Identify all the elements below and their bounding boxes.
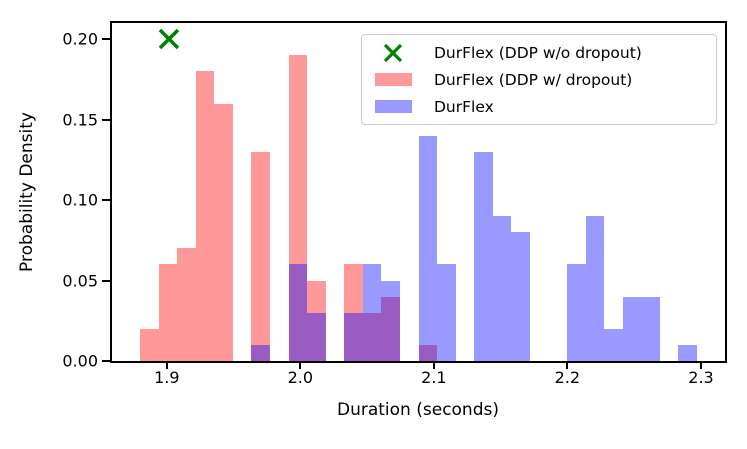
histogram-bar-red bbox=[251, 151, 270, 361]
x-tick-label: 2.0 bbox=[287, 368, 314, 387]
y-tick-label: 0.05 bbox=[62, 271, 98, 290]
legend: DurFlex (DDP w/o dropout) DurFlex (DDP w… bbox=[361, 34, 717, 125]
legend-label: DurFlex (DDP w/ dropout) bbox=[434, 70, 633, 89]
y-tick-label: 0.20 bbox=[62, 29, 98, 49]
histogram-bar-blue bbox=[418, 135, 438, 361]
legend-row-durflex: DurFlex bbox=[368, 94, 710, 120]
histogram-bar-blue bbox=[437, 264, 456, 361]
y-tick bbox=[102, 199, 110, 201]
x-tick bbox=[700, 361, 702, 369]
histogram-bar-red bbox=[158, 264, 178, 361]
y-tick bbox=[102, 360, 110, 362]
histogram-bar-blue bbox=[604, 328, 623, 361]
histogram-bar-blue bbox=[344, 312, 363, 361]
histogram-bar-red bbox=[195, 71, 215, 361]
y-tick-label: 0.00 bbox=[62, 351, 98, 371]
histogram-bar-blue bbox=[567, 264, 586, 361]
histogram-bar-blue bbox=[511, 232, 530, 361]
histogram-bar-red bbox=[344, 264, 363, 361]
x-tick-label: 1.9 bbox=[154, 368, 180, 387]
legend-label: DurFlex (DDP w/o dropout) bbox=[434, 43, 642, 62]
x-tick-label: 2.3 bbox=[688, 368, 714, 387]
histogram-bar-red bbox=[418, 344, 438, 361]
histogram-bar-red bbox=[288, 55, 308, 361]
x-tick bbox=[432, 361, 435, 369]
histogram-bar-blue bbox=[622, 296, 642, 361]
histogram-bar-blue bbox=[492, 216, 512, 361]
histogram-bar-blue bbox=[585, 216, 605, 361]
histogram-bar-red bbox=[140, 328, 159, 361]
x-axis-label: Duration (seconds) bbox=[337, 400, 499, 420]
x-tick-label: 2.2 bbox=[554, 368, 581, 387]
y-tick bbox=[102, 279, 110, 282]
histogram-bar-blue bbox=[251, 344, 270, 361]
histogram-bar-blue bbox=[474, 151, 493, 361]
y-tick-label: 0.10 bbox=[62, 190, 98, 210]
legend-x-marker-icon bbox=[368, 43, 418, 63]
legend-row-ddp-wo-dropout: DurFlex (DDP w/o dropout) bbox=[368, 40, 710, 66]
plot-area: 1.9 2.0 2.1 2.2 2.3 0.00 0.05 0.10 0.15 0.20 bbox=[62, 23, 725, 387]
histogram-bar-red bbox=[362, 312, 382, 361]
histogram-bar-red bbox=[177, 248, 196, 361]
x-tick-label: 2.1 bbox=[421, 368, 447, 387]
histogram-bar-red bbox=[214, 103, 233, 361]
x-tick bbox=[566, 361, 569, 369]
histogram-bar-red bbox=[307, 280, 326, 361]
legend-red-swatch bbox=[368, 73, 418, 86]
legend-label: DurFlex bbox=[434, 97, 494, 116]
histogram-bar-red bbox=[381, 296, 400, 361]
histogram-bar-blue bbox=[362, 264, 382, 361]
legend-row-ddp-w-dropout: DurFlex (DDP w/ dropout) bbox=[368, 67, 710, 93]
histogram-bar-blue bbox=[641, 296, 660, 361]
histogram-bar-blue bbox=[381, 280, 400, 361]
y-tick bbox=[102, 38, 110, 41]
y-tick bbox=[102, 118, 110, 121]
histogram-bar-blue bbox=[678, 344, 697, 361]
histogram-bar-blue bbox=[288, 264, 308, 361]
x-marker bbox=[159, 28, 180, 50]
legend-blue-swatch bbox=[368, 100, 418, 113]
histogram-bar-blue bbox=[307, 312, 326, 361]
x-tick bbox=[299, 361, 302, 369]
y-axis-label: Probability Density bbox=[17, 112, 37, 272]
y-tick-label: 0.15 bbox=[62, 110, 98, 130]
x-tick bbox=[165, 361, 168, 369]
